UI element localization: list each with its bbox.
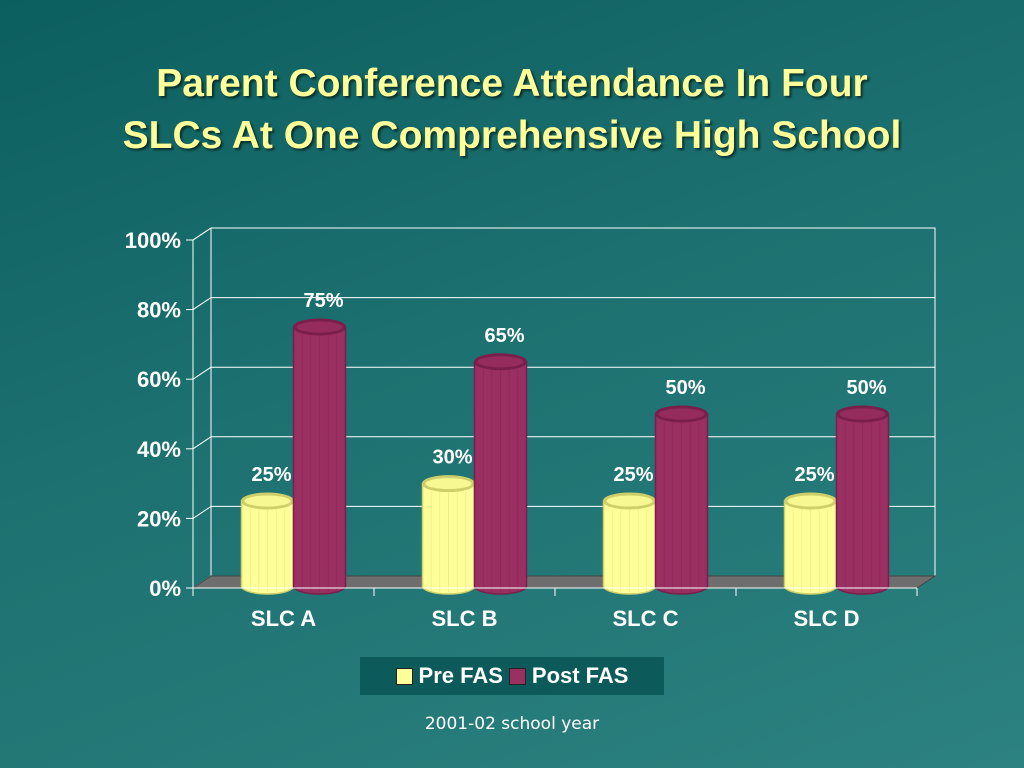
- footnote: 2001-02 school year: [424, 714, 600, 734]
- bar-top-highlight: [839, 408, 886, 420]
- data-label: 25%: [251, 464, 291, 486]
- chart-title: Parent Conference Attendance In Four SLC…: [0, 58, 1024, 162]
- bar-top-highlight: [244, 495, 291, 507]
- chart-title-line-1: Parent Conference Attendance In Four: [156, 62, 868, 105]
- data-label: 25%: [794, 464, 834, 486]
- bar-pre-fas: [421, 475, 476, 595]
- data-label: 30%: [432, 447, 472, 469]
- bar-top-highlight: [658, 408, 705, 420]
- x-category-label: SLC D: [794, 606, 860, 631]
- x-category-label: SLC B: [432, 606, 498, 631]
- y-axis: 0% 20% 40% 60% 80% 100%: [125, 228, 194, 601]
- bar-top-highlight: [425, 478, 472, 490]
- legend-item-pre-fas: Pre FAS: [395, 663, 503, 689]
- bar-top-highlight: [787, 495, 834, 507]
- bar-top-highlight: [296, 321, 343, 333]
- y-tick-label: 60%: [137, 367, 181, 392]
- x-category-label: SLC C: [613, 606, 679, 631]
- legend: Pre FAS Post FAS: [360, 657, 664, 695]
- bar-pre-fas: [602, 492, 657, 595]
- data-label: 75%: [303, 290, 343, 312]
- legend-label-post-fas: Post FAS: [531, 663, 629, 688]
- x-category-label: SLC A: [251, 606, 316, 631]
- legend-swatch-post-fas: [508, 667, 526, 685]
- bar-pre-fas: [240, 492, 295, 595]
- legend-swatch-pre-fas: [395, 667, 413, 685]
- gridline-side: [192, 366, 212, 380]
- legend-item-post-fas: Post FAS: [508, 663, 629, 689]
- x-axis: SLC A SLC B SLC C SLC D: [192, 587, 918, 631]
- bar-top-highlight: [477, 356, 524, 368]
- y-tick-label: 40%: [137, 437, 181, 462]
- data-label: 25%: [613, 464, 653, 486]
- data-label: 65%: [484, 325, 524, 347]
- y-tick-label: 20%: [137, 506, 181, 531]
- side-wall: [192, 227, 212, 589]
- chart-title-line-2: SLCs At One Comprehensive High School: [122, 114, 902, 157]
- gridline-side: [192, 297, 212, 311]
- gridline-side: [192, 505, 212, 519]
- gridline-side: [192, 436, 212, 450]
- bar-post-fas: [835, 405, 890, 595]
- y-tick-label: 100%: [125, 228, 181, 253]
- data-label: 50%: [846, 377, 886, 399]
- gridline-side: [192, 227, 212, 241]
- bar-post-fas: [473, 353, 528, 595]
- bars: [240, 318, 890, 595]
- bar-pre-fas: [783, 492, 838, 595]
- y-tick-label: 0%: [149, 576, 181, 601]
- data-labels: 25% 30% 25% 25% 75% 65% 50% 50%: [251, 290, 886, 486]
- legend-label-pre-fas: Pre FAS: [418, 663, 503, 688]
- bar-post-fas: [654, 405, 709, 595]
- y-tick-label: 80%: [137, 298, 181, 323]
- bar-post-fas: [292, 318, 347, 595]
- data-label: 50%: [665, 377, 705, 399]
- bar-top-highlight: [606, 495, 653, 507]
